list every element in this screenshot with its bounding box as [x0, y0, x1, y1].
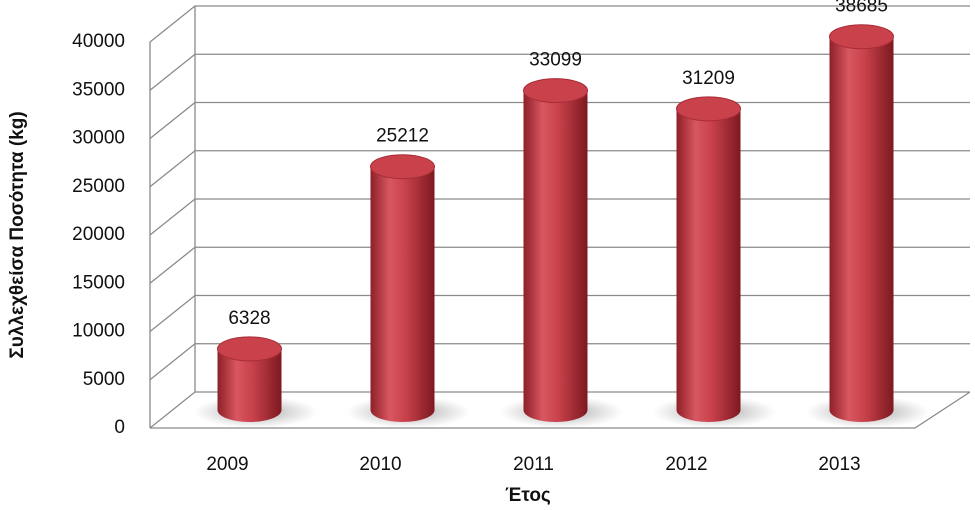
- value-label: 25212: [376, 126, 429, 147]
- bar: [676, 108, 741, 410]
- grid-line: [149, 5, 970, 43]
- y-axis-title: Συλλεχθείσα Ποσότητα (kg): [7, 111, 28, 358]
- value-label: 38685: [835, 0, 888, 17]
- bar-top: [523, 78, 588, 104]
- bar: [829, 36, 894, 410]
- bar-top: [217, 336, 282, 362]
- y-tick-label: 10000: [72, 321, 125, 342]
- y-tick-label: 0: [114, 417, 125, 438]
- value-label: 31209: [682, 68, 735, 89]
- x-tick-label: 2009: [206, 454, 248, 475]
- y-tick-label: 15000: [72, 272, 125, 293]
- bar-top: [829, 24, 894, 50]
- y-tick-label: 25000: [72, 176, 125, 197]
- grid-line: [149, 53, 970, 91]
- y-tick-label: 30000: [72, 128, 125, 149]
- bar-bottom: [676, 398, 741, 422]
- x-tick-label: 2010: [359, 454, 401, 475]
- x-axis-title: Έτος: [505, 485, 551, 506]
- y-tick-label: 35000: [72, 79, 125, 100]
- y-tick-label: 5000: [83, 369, 125, 390]
- bar-bottom: [370, 398, 435, 422]
- bar-top: [370, 154, 435, 180]
- bar-bottom: [523, 398, 588, 422]
- x-tick-label: 2012: [665, 454, 707, 475]
- x-tick-label: 2013: [818, 454, 860, 475]
- bar: [370, 166, 435, 410]
- value-label: 33099: [529, 50, 582, 71]
- y-tick-label: 20000: [72, 224, 125, 245]
- bar: [523, 90, 588, 410]
- floor-edge: [150, 391, 971, 429]
- bar-bottom: [217, 398, 282, 422]
- bar-top: [676, 96, 741, 122]
- bar-bottom: [829, 398, 894, 422]
- value-label: 6328: [228, 308, 270, 329]
- y-tick-label: 40000: [72, 31, 125, 52]
- x-tick-label: 2011: [513, 454, 554, 475]
